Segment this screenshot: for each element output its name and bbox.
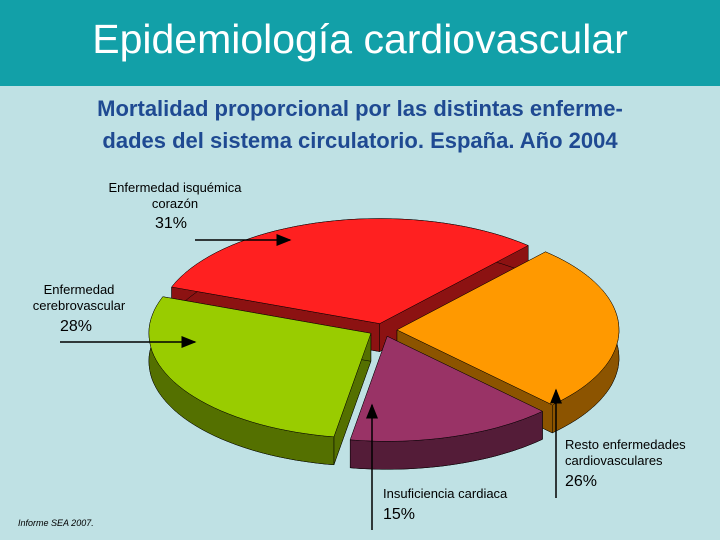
value-label: 26% <box>565 473 598 490</box>
slice <box>349 335 544 442</box>
slice <box>148 296 372 438</box>
title: Epidemiología cardiovascular <box>92 16 628 62</box>
slice-label: Resto enfermedades cardiovasculares <box>565 437 686 468</box>
subtitle: dades del sistema circulatorio. España. … <box>102 128 618 153</box>
value-label: 31% <box>155 215 188 232</box>
value-label: 15% <box>383 506 416 523</box>
slice-label: Enfermedad isquémica corazón <box>108 180 242 211</box>
slice <box>396 251 620 406</box>
subtitle: Mortalidad proporcional por las distinta… <box>97 96 623 121</box>
header-bar <box>0 0 720 86</box>
value-label: 28% <box>60 318 93 335</box>
slice <box>171 218 529 324</box>
slice-label: Enfermedad cerebrovascular <box>32 282 126 313</box>
source: Informe SEA 2007. <box>18 518 94 528</box>
slice-label: Insuficiencia cardiaca <box>383 486 508 501</box>
